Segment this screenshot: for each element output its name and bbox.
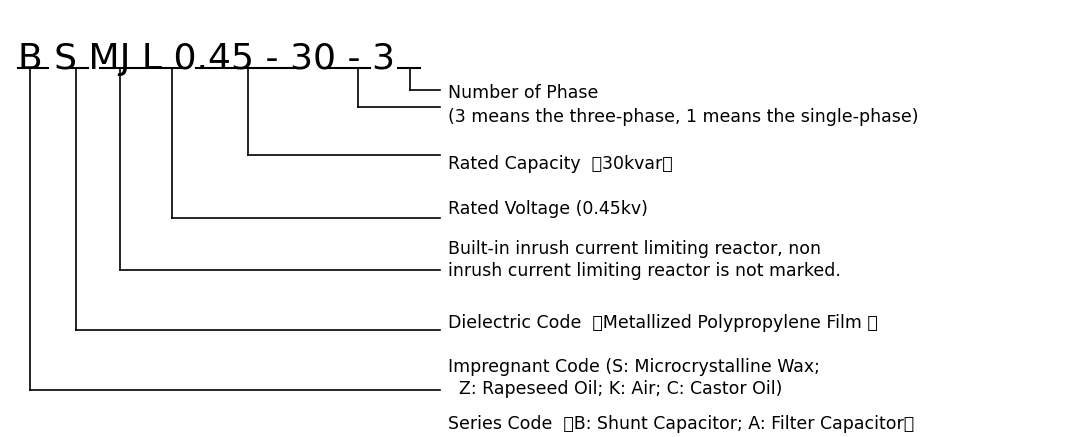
Text: Number of Phase: Number of Phase (449, 84, 598, 102)
Text: Dielectric Code  （Metallized Polypropylene Film ）: Dielectric Code （Metallized Polypropylen… (449, 314, 877, 332)
Text: Z: Rapeseed Oil; K: Air; C: Castor Oil): Z: Rapeseed Oil; K: Air; C: Castor Oil) (449, 380, 782, 398)
Text: Series Code  （B: Shunt Capacitor; A: Filter Capacitor）: Series Code （B: Shunt Capacitor; A: Filt… (449, 415, 914, 433)
Text: Impregnant Code (S: Microcrystalline Wax;: Impregnant Code (S: Microcrystalline Wax… (449, 358, 820, 376)
Text: (3 means the three-phase, 1 means the single-phase): (3 means the three-phase, 1 means the si… (449, 108, 919, 126)
Text: Rated Capacity  （30kvar）: Rated Capacity （30kvar） (449, 155, 672, 173)
Text: Rated Voltage (0.45kv): Rated Voltage (0.45kv) (449, 200, 648, 218)
Text: B S MJ L 0.45 - 30 - 3: B S MJ L 0.45 - 30 - 3 (18, 42, 395, 76)
Text: Built-in inrush current limiting reactor, non: Built-in inrush current limiting reactor… (449, 240, 821, 258)
Text: inrush current limiting reactor is not marked.: inrush current limiting reactor is not m… (449, 262, 841, 280)
